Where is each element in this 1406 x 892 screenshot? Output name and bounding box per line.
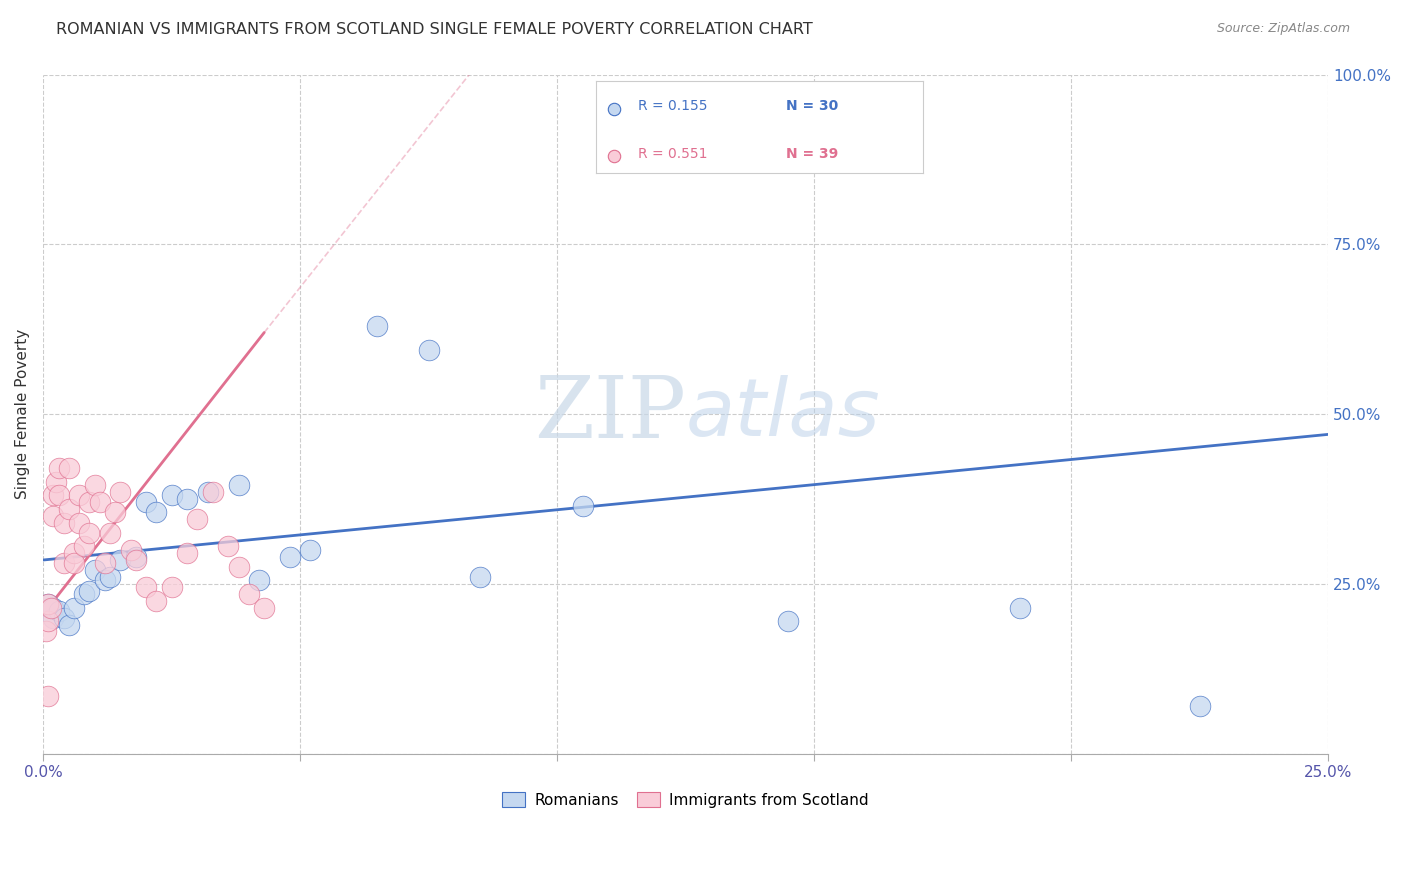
Point xyxy=(160,488,183,502)
Point xyxy=(42,488,65,502)
Point xyxy=(45,475,67,489)
Point xyxy=(48,488,70,502)
Point xyxy=(201,485,224,500)
Point xyxy=(120,542,142,557)
Point xyxy=(48,461,70,475)
Point xyxy=(67,516,90,530)
Point xyxy=(176,491,198,506)
Point xyxy=(186,512,208,526)
Point xyxy=(37,614,59,628)
Point xyxy=(228,478,250,492)
Text: atlas: atlas xyxy=(686,375,880,453)
Text: Source: ZipAtlas.com: Source: ZipAtlas.com xyxy=(1216,22,1350,36)
Point xyxy=(83,563,105,577)
Point xyxy=(104,506,127,520)
Point xyxy=(1008,600,1031,615)
Point xyxy=(98,525,121,540)
Point xyxy=(52,557,75,571)
Text: ROMANIAN VS IMMIGRANTS FROM SCOTLAND SINGLE FEMALE POVERTY CORRELATION CHART: ROMANIAN VS IMMIGRANTS FROM SCOTLAND SIN… xyxy=(56,22,813,37)
Point xyxy=(247,574,270,588)
Point xyxy=(110,485,132,500)
Point xyxy=(160,580,183,594)
Point xyxy=(253,600,276,615)
Point xyxy=(52,516,75,530)
Point xyxy=(58,617,80,632)
Point xyxy=(79,583,101,598)
Point xyxy=(125,553,148,567)
Point xyxy=(135,580,157,594)
Point xyxy=(98,570,121,584)
Point xyxy=(83,478,105,492)
Point xyxy=(37,689,59,703)
Point xyxy=(89,495,111,509)
Point xyxy=(278,549,301,564)
Point xyxy=(73,587,96,601)
Point xyxy=(73,540,96,554)
Point xyxy=(63,546,86,560)
Point xyxy=(1188,698,1211,713)
Point xyxy=(366,318,388,333)
Point xyxy=(176,546,198,560)
Point xyxy=(63,600,86,615)
Point xyxy=(94,557,117,571)
Point xyxy=(778,614,800,628)
Point xyxy=(42,600,65,615)
Point xyxy=(110,553,132,567)
Point xyxy=(67,488,90,502)
Point xyxy=(145,593,167,607)
Point xyxy=(37,597,59,611)
Point xyxy=(52,611,75,625)
Point xyxy=(37,597,59,611)
Point xyxy=(94,574,117,588)
Point xyxy=(228,559,250,574)
Point xyxy=(39,600,62,615)
Point xyxy=(135,495,157,509)
Point xyxy=(79,525,101,540)
Point xyxy=(197,485,219,500)
Point xyxy=(42,508,65,523)
Point xyxy=(79,495,101,509)
Point xyxy=(63,557,86,571)
Point xyxy=(217,540,239,554)
Legend: Romanians, Immigrants from Scotland: Romanians, Immigrants from Scotland xyxy=(496,786,875,814)
Point xyxy=(42,611,65,625)
Point xyxy=(145,506,167,520)
Point xyxy=(35,624,58,639)
Point xyxy=(58,461,80,475)
Point xyxy=(125,549,148,564)
Point xyxy=(572,499,595,513)
Point xyxy=(418,343,440,357)
Point xyxy=(468,570,491,584)
Point xyxy=(58,502,80,516)
Point xyxy=(238,587,260,601)
Text: ZIP: ZIP xyxy=(534,373,686,456)
Y-axis label: Single Female Poverty: Single Female Poverty xyxy=(15,329,30,500)
Point xyxy=(48,604,70,618)
Point xyxy=(299,542,322,557)
